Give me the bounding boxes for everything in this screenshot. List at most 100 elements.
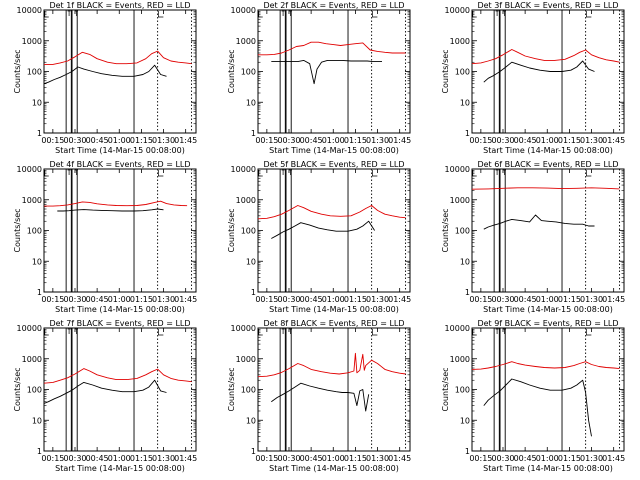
marker-bracket (502, 10, 506, 16)
x-axis-label: Start Time (14-Mar-15 00:08:00) (55, 146, 185, 155)
y-tick-label: 1000 (236, 355, 256, 364)
marker-bracket (288, 169, 292, 175)
marker-bracket (158, 329, 164, 336)
y-tick-label: 10 (246, 416, 256, 425)
chart-panel: Det 2f BLACK = Events, RED = LLD 1 10 100 10… (227, 1, 411, 155)
marker-bracket (372, 11, 378, 18)
y-tick-label: 10 (246, 257, 256, 266)
x-axis-label: Start Time (14-Mar-15 00:08:00) (483, 305, 613, 314)
plot-area (472, 328, 621, 451)
marker-bracket (472, 170, 477, 177)
y-tick-label: 100 (27, 68, 42, 77)
y-tick-label: 10000 (231, 324, 256, 333)
x-tick-label: 01:00 (536, 295, 559, 304)
chart-title: Det 6f BLACK = Events, RED = LLD (477, 160, 618, 169)
x-tick-label: 01:45 (602, 136, 625, 145)
x-tick-label: 01:15 (130, 454, 153, 463)
x-tick-label: 00:15 (41, 136, 64, 145)
chart-title: Det 8f BLACK = Events, RED = LLD (263, 319, 404, 328)
x-axis-label: Start Time (14-Mar-15 00:08:00) (55, 464, 185, 473)
chart-title: Det 5f BLACK = Events, RED = LLD (263, 160, 404, 169)
marker-bracket (44, 11, 49, 18)
y-axis-label: Counts/sec (441, 49, 450, 93)
y-tick-label: 10 (460, 416, 470, 425)
marker-bracket (158, 11, 164, 18)
plot-area (472, 169, 621, 292)
x-tick-label: 00:45 (514, 136, 537, 145)
y-tick-label: 1000 (22, 37, 42, 46)
x-tick-label: 01:15 (130, 136, 153, 145)
plot-area (44, 10, 193, 133)
plot-area (258, 169, 407, 292)
y-tick-label: 1000 (450, 355, 470, 364)
marker-bracket (495, 169, 499, 175)
x-tick-label: 00:30 (277, 295, 300, 304)
x-tick-label: 00:45 (86, 454, 109, 463)
y-axis-label: Counts/sec (441, 208, 450, 252)
x-tick-label: 01:15 (344, 454, 367, 463)
events-series-line (44, 64, 167, 85)
plot-area (44, 169, 193, 292)
chart-panel: Det 5f BLACK = Events, RED = LLD 1 10 100 10… (227, 160, 411, 314)
x-tick-label: 00:30 (63, 136, 86, 145)
marker-bracket (586, 11, 592, 18)
y-tick-label: 1 (251, 129, 256, 138)
marker-bracket (44, 329, 49, 336)
marker-bracket (67, 10, 71, 16)
y-tick-label: 1 (251, 447, 256, 456)
x-tick-label: 01:15 (130, 295, 153, 304)
lld-series-line (258, 205, 406, 220)
x-tick-label: 00:45 (86, 295, 109, 304)
events-series-line (483, 378, 592, 437)
x-tick-label: 01:30 (366, 295, 389, 304)
x-tick-label: 01:30 (152, 136, 175, 145)
y-tick-label: 10000 (17, 165, 42, 174)
x-tick-label: 01:30 (580, 136, 603, 145)
marker-bracket (74, 169, 78, 175)
y-axis-label: Counts/sec (227, 49, 236, 93)
marker-bracket (472, 329, 477, 336)
marker-bracket (258, 11, 263, 18)
marker-bracket (495, 10, 499, 16)
x-tick-label: 00:15 (255, 136, 278, 145)
x-tick-label: 00:15 (255, 295, 278, 304)
y-axis-label: Counts/sec (13, 367, 22, 411)
x-tick-label: 01:45 (388, 454, 411, 463)
marker-bracket (158, 170, 164, 177)
marker-bracket (74, 328, 78, 334)
y-tick-label: 10 (32, 257, 42, 266)
x-tick-label: 01:00 (536, 136, 559, 145)
x-tick-label: 01:45 (174, 454, 197, 463)
chart-panel: Det 1f BLACK = Events, RED = LLD 1 10 100 10… (13, 1, 197, 155)
x-tick-label: 00:30 (63, 454, 86, 463)
y-axis-label: Counts/sec (227, 367, 236, 411)
plot-frame (43, 327, 197, 452)
chart-panel: Det 9f BLACK = Events, RED = LLD 1 10 100 10… (441, 319, 625, 473)
plot-frame (257, 9, 411, 134)
y-tick-label: 10000 (445, 324, 470, 333)
chart-panel: Det 3f BLACK = Events, RED = LLD 1 10 100 10… (441, 1, 625, 155)
x-tick-label: 00:45 (300, 295, 323, 304)
marker-bracket (472, 11, 477, 18)
x-tick-label: 00:45 (514, 454, 537, 463)
plot-area (44, 328, 193, 451)
chart-title: Det 3f BLACK = Events, RED = LLD (477, 1, 618, 10)
marker-bracket (502, 328, 506, 334)
marker-bracket (44, 170, 49, 177)
plot-area (472, 10, 621, 133)
y-tick-label: 10 (32, 98, 42, 107)
marker-bracket (258, 170, 263, 177)
marker-bracket (67, 169, 71, 175)
y-tick-label: 1 (37, 447, 42, 456)
x-axis-label: Start Time (14-Mar-15 00:08:00) (483, 464, 613, 473)
x-tick-label: 00:45 (514, 295, 537, 304)
plot-area (258, 10, 407, 133)
marker-bracket (281, 169, 285, 175)
x-tick-label: 01:00 (108, 136, 131, 145)
y-tick-label: 1 (465, 447, 470, 456)
marker-bracket (67, 328, 71, 334)
y-tick-label: 100 (455, 386, 470, 395)
y-tick-label: 1000 (236, 196, 256, 205)
y-tick-label: 1 (37, 288, 42, 297)
x-tick-label: 00:45 (300, 136, 323, 145)
